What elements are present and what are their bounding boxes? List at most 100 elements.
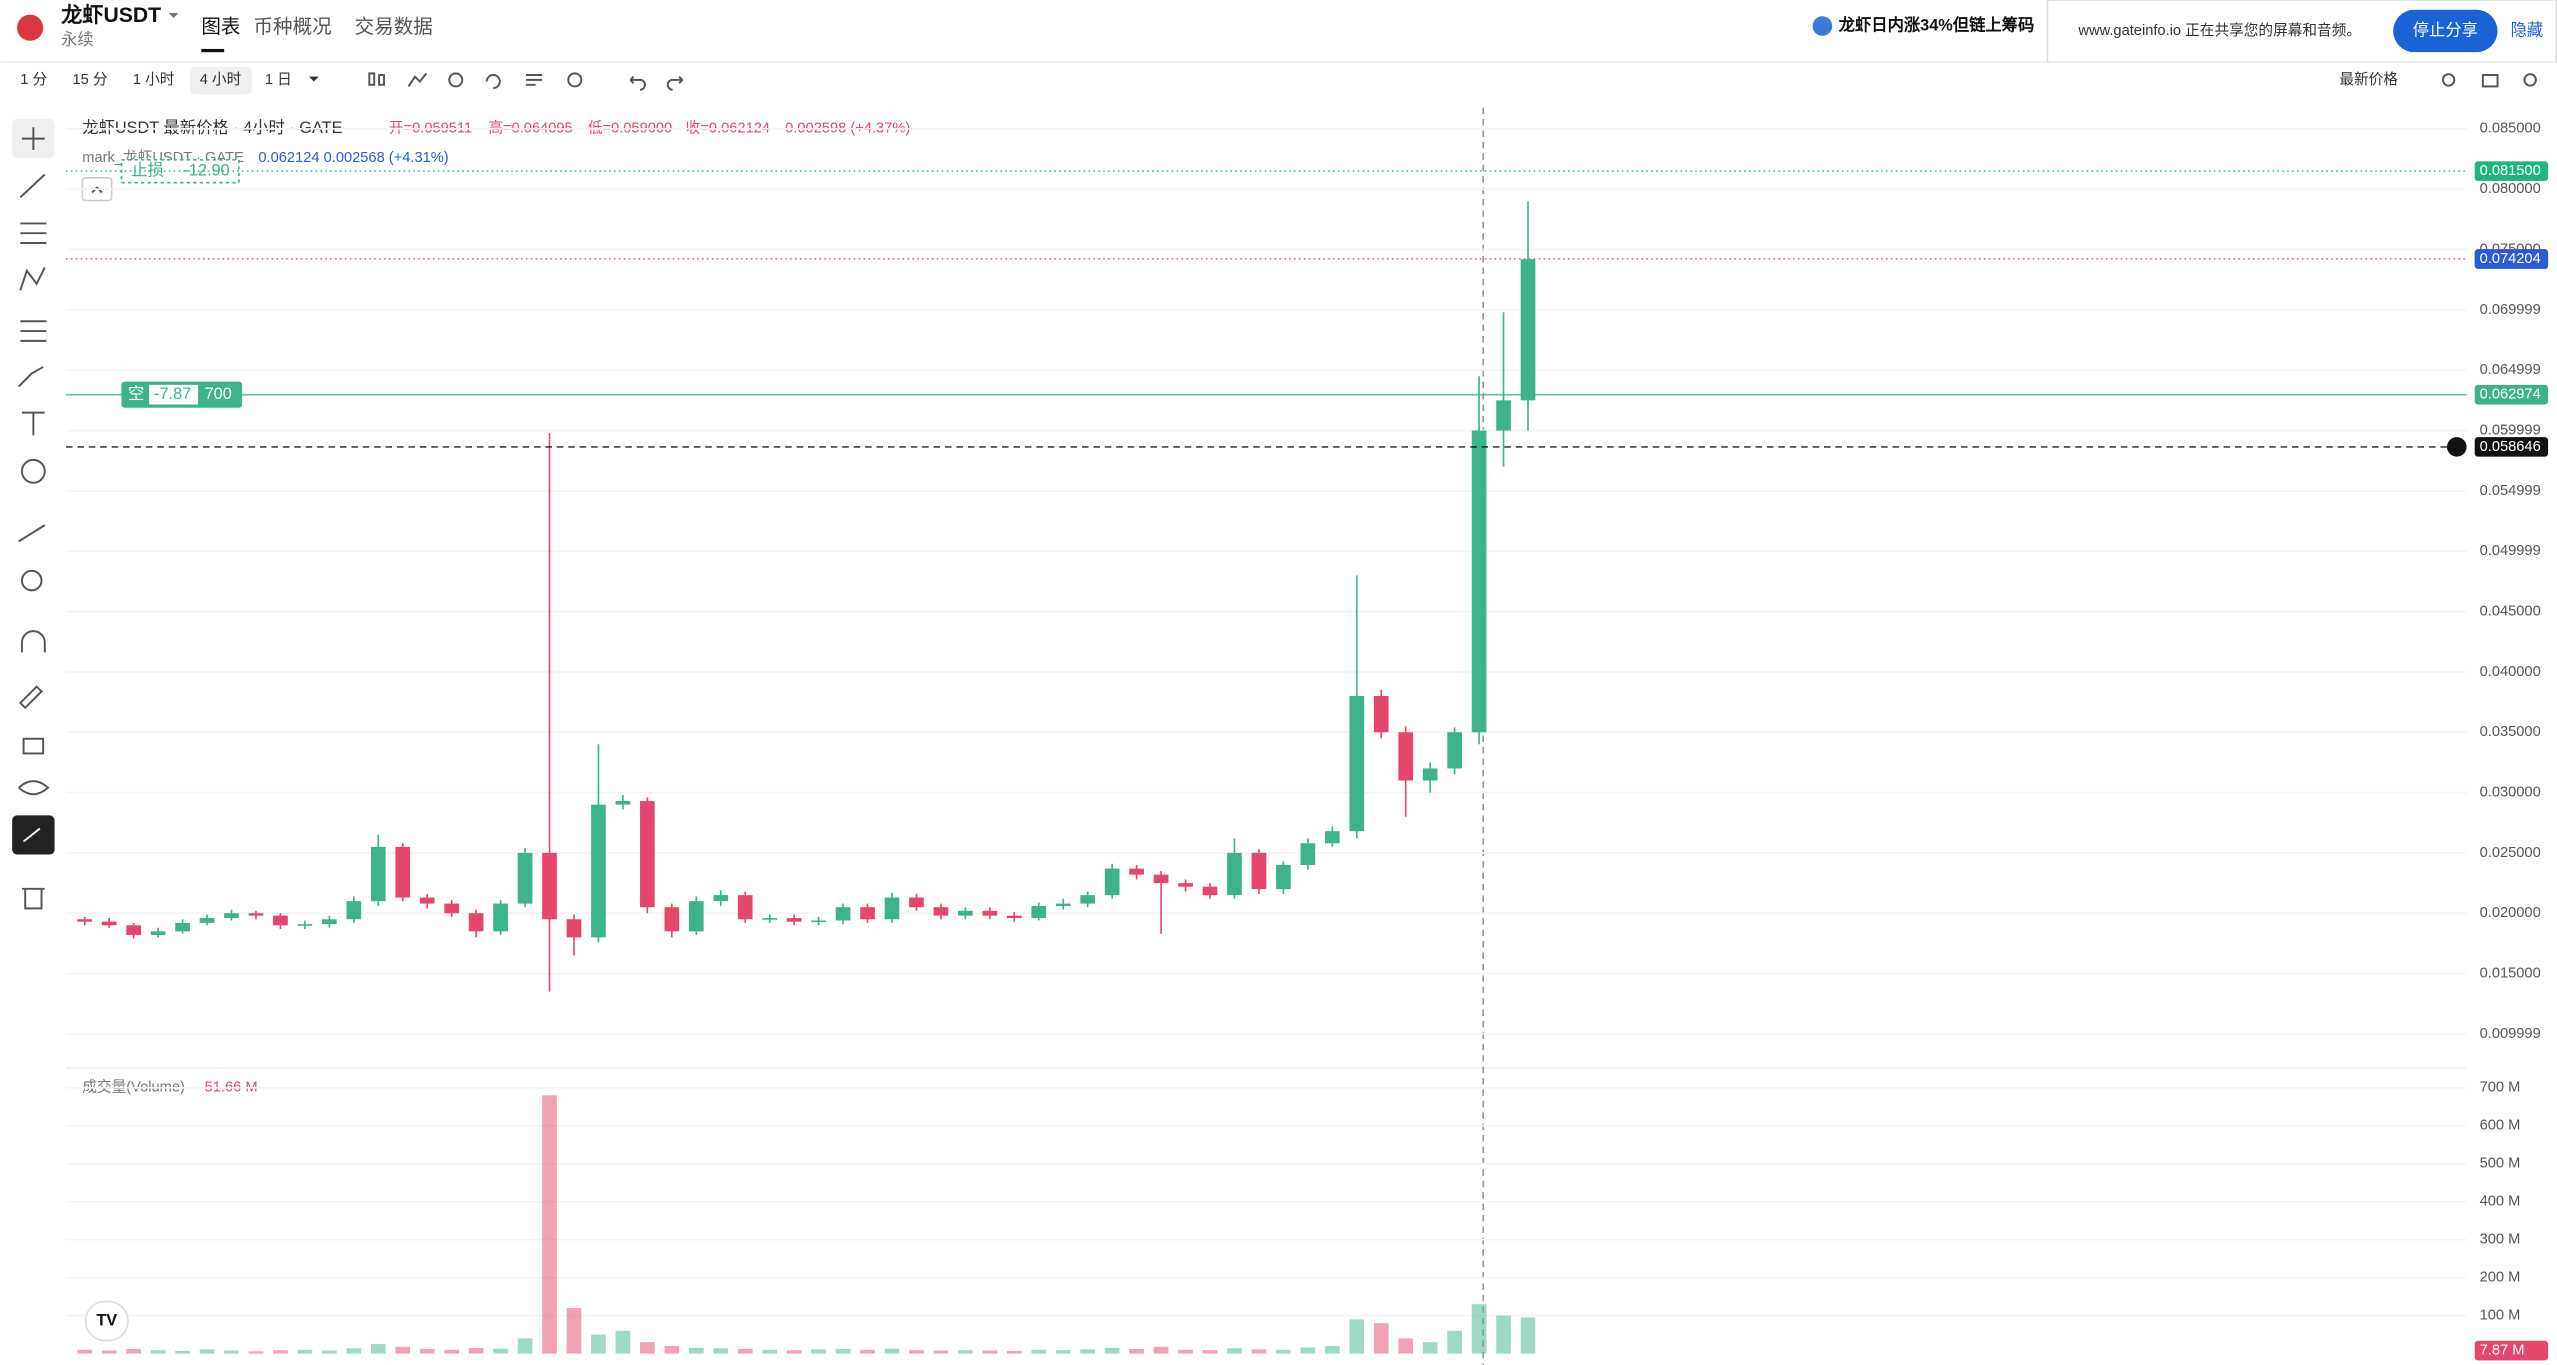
candle-body [566,919,582,938]
candle-body [1129,868,1144,875]
tv-logo-mark: TV [96,1311,117,1329]
y-tick-label: 0.049999 [2480,543,2541,559]
volume-bar [175,1350,190,1354]
candle-body [737,895,753,920]
candle-body [1324,831,1340,844]
candle-body [175,922,190,932]
news-ticker[interactable]: 龙虾日内涨34%但链上筹码 [1838,15,2035,34]
volume-bar [101,1350,117,1354]
tab[interactable]: 交易数据 [355,16,433,38]
candle-body [322,919,337,925]
stop-share-label[interactable]: 停止分享 [2413,21,2478,39]
price-tag [2474,249,2549,269]
candle-body [468,913,484,932]
volume-bar [1349,1319,1365,1354]
volume-bar [468,1347,484,1354]
interval[interactable]: 1 小时 [133,71,175,88]
volume-bar [1398,1338,1414,1354]
hide-link[interactable]: 隐藏 [2511,21,2544,39]
tab[interactable]: 图表 [201,16,240,38]
volume-bar [224,1350,239,1354]
volume-bar [1496,1315,1511,1354]
share-text: www.gateinfo.io 正在共享您的屏幕和音频。 [2077,22,2361,39]
volume-bar [322,1350,337,1354]
y-tick-label: 0.025000 [2480,845,2541,861]
candle-body [542,852,557,920]
y-tick-label: 0.030000 [2480,784,2541,800]
volume-bar [884,1348,900,1354]
candle-body [126,925,141,935]
volume-bar [1202,1350,1218,1354]
candle-body [1520,259,1536,401]
y-tick-label: 0.009999 [2480,1026,2541,1042]
tv-logo [84,1300,129,1342]
volume-bar [77,1349,93,1354]
volume-bar [713,1348,729,1354]
stop-loss-pnl: -12.90 [183,162,229,180]
interval[interactable]: 15 分 [73,71,108,88]
y-tick-label: 0.080000 [2480,181,2541,197]
y-tick-label: 0.054999 [2480,483,2541,499]
volume-bar [591,1334,606,1354]
stop-share-button[interactable] [2393,9,2498,53]
price-tag [2474,437,2549,457]
volume-bar [786,1350,802,1354]
tab[interactable]: 币种概况 [254,16,332,38]
candle-body [1178,883,1193,887]
volume-bar [444,1349,460,1354]
volume-bar [248,1351,264,1354]
candle-body [786,918,802,922]
y-tick-label: 0.040000 [2480,664,2541,680]
volume-bar [297,1349,313,1354]
volume-tick-label: 300 M [2480,1232,2521,1248]
drawing-tools [12,119,55,910]
candle-body [395,846,411,898]
volume-bar [958,1350,973,1354]
volume-bar [1300,1347,1316,1354]
volume-bar [1373,1323,1389,1354]
volume-bar [395,1346,411,1354]
candle-body [591,804,606,938]
volume-bar [1031,1349,1047,1354]
candle-body [982,910,998,916]
volume-bar [640,1342,655,1354]
volume-bar [1055,1350,1071,1354]
volume-bar [835,1349,851,1354]
price-tag [2474,384,2549,405]
symbol[interactable]: 龙虾USDT [61,3,161,27]
candle-body [1227,852,1242,896]
candle-body [615,801,631,805]
caret [168,13,179,18]
caret [308,76,319,82]
interval[interactable]: 4 小时 [200,71,242,88]
candle-body [1496,400,1511,431]
volume-bar [1104,1347,1120,1354]
candle-body [444,903,460,914]
candle-body [1080,895,1096,904]
candle-body [860,907,875,920]
price-type[interactable]: 最新价格 [2339,71,2398,88]
y-tick-label: 0.085000 [2480,121,2541,137]
candle-body [150,931,166,935]
y-tick-label: 0.069999 [2480,302,2541,318]
candle-body [1031,906,1047,919]
position-tag[interactable]: 空 -7.87 700 [121,381,243,408]
price-tag-label: 0.074204 [2480,251,2541,267]
mark-values: 0.062124 0.002568 (+4.31%) [258,150,448,166]
candle-body [762,918,778,920]
tab-underline [201,48,225,53]
price-tag-label: 0.062974 [2480,387,2541,403]
volume-bar [1178,1349,1193,1354]
candle-body [101,921,117,926]
volume-tick-label: 400 M [2480,1194,2521,1210]
volume-bar [517,1338,533,1354]
y-tick-label: 0.064999 [2480,362,2541,378]
volume-tick-label: 600 M [2480,1118,2521,1134]
interval[interactable]: 1 分 [20,71,47,88]
volume-bar [126,1349,141,1354]
volume-bar [811,1349,826,1354]
volume-bar [664,1345,680,1354]
position-qty: 700 [205,385,232,403]
position-pnl: -7.87 [154,385,191,403]
interval[interactable]: 1 日 [265,72,292,88]
